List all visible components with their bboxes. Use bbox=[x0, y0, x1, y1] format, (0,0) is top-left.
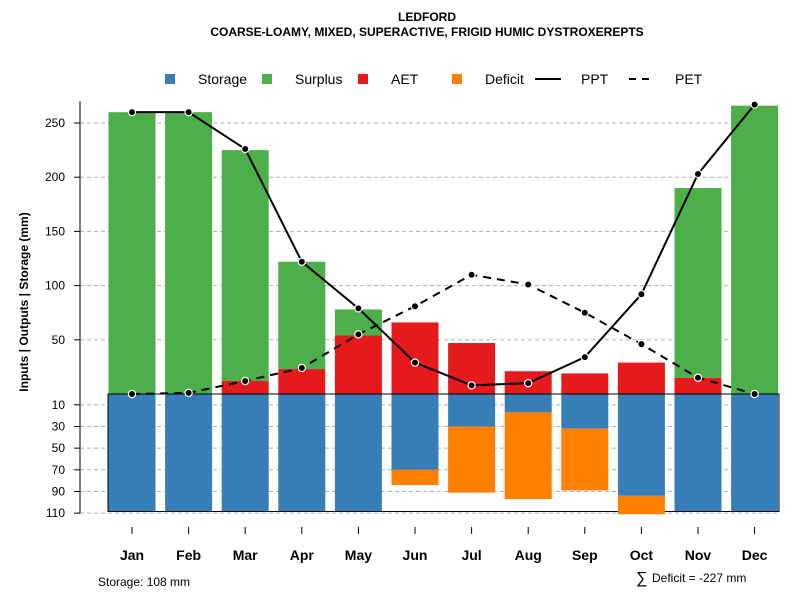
y-tick-label: 250 bbox=[45, 116, 65, 130]
y-tick-label: 110 bbox=[46, 506, 65, 520]
pet-line bbox=[131, 273, 755, 395]
pet-point bbox=[127, 389, 137, 399]
legend-label: Surplus bbox=[295, 71, 342, 87]
bar-storage bbox=[221, 394, 269, 511]
pet-point bbox=[467, 270, 476, 279]
legend-swatch bbox=[358, 74, 368, 84]
bar-storage bbox=[561, 394, 609, 429]
bar-deficit bbox=[504, 412, 552, 500]
legend-label: PET bbox=[675, 71, 703, 87]
bar-deficit bbox=[617, 495, 665, 515]
bar-aet bbox=[278, 369, 326, 394]
x-tick-label: May bbox=[345, 547, 372, 563]
bar-aet bbox=[334, 335, 382, 394]
bar-surplus bbox=[165, 112, 213, 394]
lines bbox=[127, 100, 759, 399]
y-tick-label: 90 bbox=[52, 484, 66, 498]
bar-storage bbox=[391, 394, 439, 470]
legend-swatch bbox=[452, 74, 462, 84]
chart-title: LEDFORD bbox=[398, 10, 456, 24]
bar-storage bbox=[334, 394, 382, 511]
bar-deficit bbox=[561, 428, 609, 491]
legend: Storage Surplus AET Deficit PPT PET bbox=[165, 71, 703, 87]
legend-label: PPT bbox=[581, 71, 609, 87]
y-tick-label: 100 bbox=[45, 279, 65, 293]
ppt-point bbox=[127, 107, 137, 117]
bar-storage bbox=[504, 394, 552, 413]
ppt-point bbox=[184, 107, 193, 117]
ppt-point bbox=[524, 378, 533, 388]
x-tick-label: Feb bbox=[176, 547, 201, 563]
y-tick-label: 150 bbox=[45, 224, 65, 238]
bar-surplus bbox=[108, 112, 156, 394]
x-tick-label: Dec bbox=[742, 547, 768, 563]
pet-point bbox=[524, 280, 533, 289]
y-tick-label: 50 bbox=[52, 333, 66, 347]
pet-point bbox=[184, 388, 193, 398]
ppt-line bbox=[132, 103, 756, 387]
x-tick-label: Jun bbox=[403, 547, 428, 563]
legend-label: Deficit bbox=[485, 71, 524, 87]
axes: 50 100 150 200 250 10 30 50 70 90 110 Jan Feb Mar Apr M… bbox=[45, 101, 768, 563]
x-tick-label: Mar bbox=[233, 547, 258, 563]
x-tick-label: Sep bbox=[572, 547, 598, 563]
bar-storage bbox=[448, 394, 496, 427]
bar-storage bbox=[731, 394, 779, 511]
pet-point bbox=[637, 339, 646, 349]
ppt-point bbox=[693, 169, 703, 179]
legend-label: Storage bbox=[198, 71, 247, 87]
bar-deficit bbox=[448, 426, 496, 493]
bar-surplus bbox=[221, 150, 269, 381]
bar-surplus bbox=[674, 188, 722, 378]
bars bbox=[107, 105, 780, 515]
bar-surplus bbox=[731, 105, 779, 394]
ppt-point bbox=[354, 304, 363, 313]
y-tick-label: 50 bbox=[52, 441, 66, 455]
legend-swatch bbox=[262, 74, 272, 84]
pet-point bbox=[240, 376, 250, 386]
legend-label: AET bbox=[391, 71, 419, 87]
ppt-point bbox=[297, 257, 306, 266]
bar-storage bbox=[165, 394, 213, 511]
bar-aet bbox=[391, 322, 439, 394]
bar-storage bbox=[278, 394, 326, 511]
pet-point bbox=[354, 330, 363, 339]
storage-footer: Storage: 108 mm bbox=[98, 575, 190, 589]
bar-storage bbox=[617, 394, 665, 496]
pet-point bbox=[580, 308, 590, 317]
y-tick-label: 200 bbox=[45, 170, 65, 184]
bar-aet bbox=[617, 362, 665, 394]
x-tick-label: Oct bbox=[630, 547, 654, 563]
ppt-point bbox=[637, 290, 646, 299]
pet-point bbox=[297, 363, 306, 373]
x-tick-label: Apr bbox=[290, 547, 315, 563]
ppt-point bbox=[467, 381, 476, 390]
bar-aet bbox=[561, 373, 609, 394]
bar-aet bbox=[674, 377, 722, 394]
ppt-point bbox=[240, 144, 250, 154]
y-tick-label: 30 bbox=[52, 419, 66, 433]
x-tick-label: Aug bbox=[515, 547, 542, 563]
ppt-point bbox=[750, 100, 759, 109]
bar-deficit bbox=[391, 469, 439, 485]
x-tick-label: Jan bbox=[120, 547, 144, 563]
bar-storage bbox=[108, 394, 156, 511]
bar-surplus bbox=[278, 261, 326, 370]
bar-storage bbox=[674, 394, 722, 511]
deficit-footer: Deficit = -227 mm bbox=[652, 571, 746, 585]
ppt-point bbox=[410, 358, 420, 367]
chart-subtitle: COARSE-LOAMY, MIXED, SUPERACTIVE, FRIGID… bbox=[210, 25, 643, 39]
y-axis-label: Inputs | Outputs | Storage (mm) bbox=[17, 212, 31, 391]
x-tick-label: Nov bbox=[685, 547, 712, 563]
y-tick-label: 10 bbox=[52, 398, 66, 412]
deficit-sum-symbol: ∑ bbox=[636, 570, 647, 587]
legend-swatch bbox=[165, 74, 175, 84]
x-tick-label: Jul bbox=[461, 547, 481, 563]
pet-point bbox=[410, 301, 420, 311]
pet-point bbox=[693, 373, 703, 382]
y-tick-label: 70 bbox=[52, 463, 66, 477]
ppt-point bbox=[580, 352, 590, 362]
pet-point bbox=[750, 389, 759, 399]
